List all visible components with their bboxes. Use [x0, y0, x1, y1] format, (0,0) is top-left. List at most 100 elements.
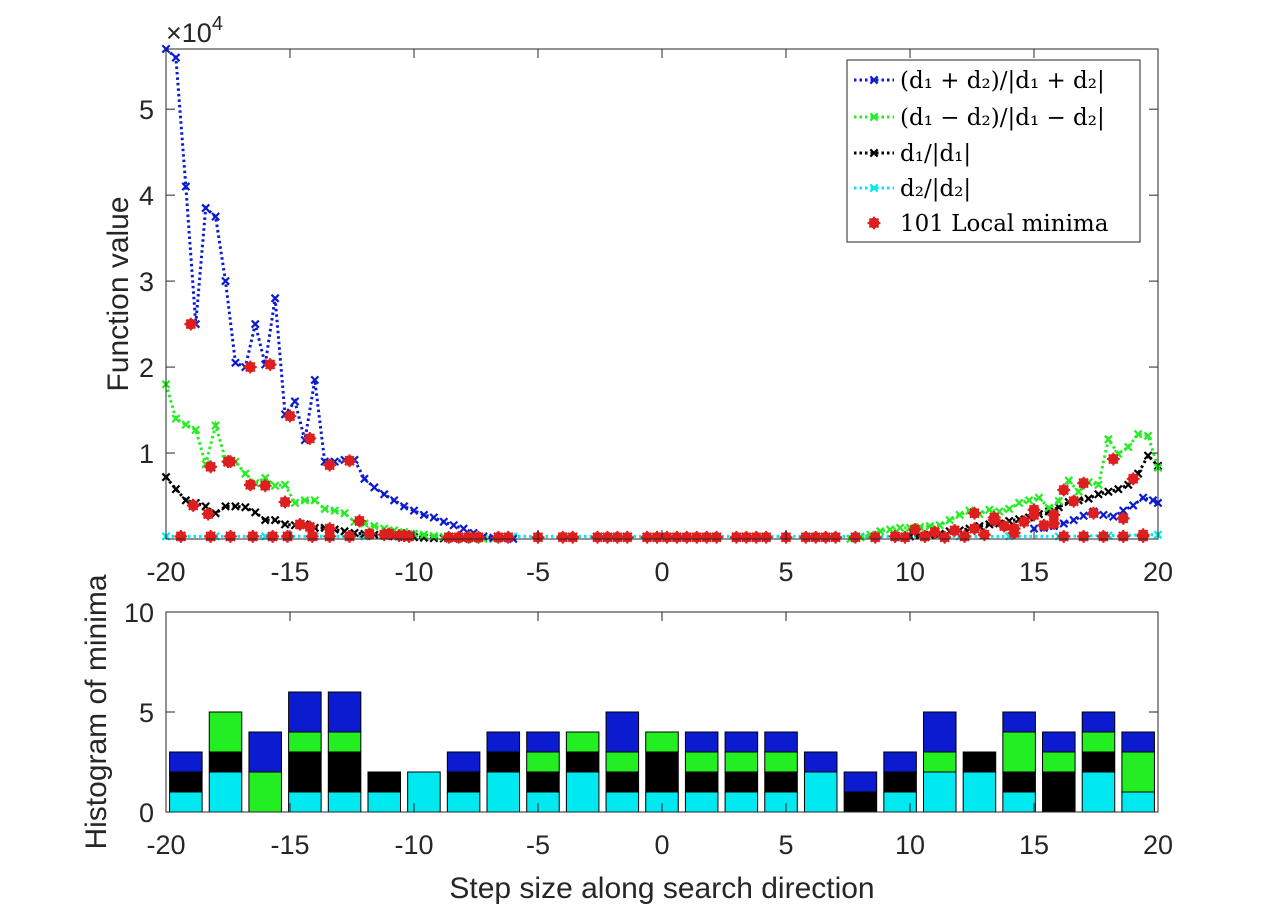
bar-d2 [962, 771, 997, 813]
legend-entry: 101 Local minima [867, 211, 1109, 237]
series-sum-normalized-point [409, 506, 419, 516]
series-sum-normalized-point [221, 276, 230, 286]
local-minimum-marker [1136, 530, 1150, 543]
local-minimum-marker [556, 530, 570, 544]
series-d1-normalized-point [231, 501, 240, 511]
local-minimum-marker [690, 530, 704, 544]
bar-d1 [605, 771, 640, 793]
bottom-x-ticks: -20 -15 -10 -5 0 5 10 15 20 [146, 612, 1173, 860]
x-tick-label: -5 [526, 830, 550, 860]
local-minimum-marker [898, 530, 912, 544]
x-tick-label: 5 [778, 557, 793, 587]
bar-d1 [288, 751, 322, 793]
local-minimum-marker [1116, 530, 1130, 543]
series-d1-normalized-point [1094, 489, 1103, 499]
local-minimum-marker [680, 530, 694, 544]
series-diff-normalized-point [240, 469, 250, 479]
series-sum-normalized-point [379, 489, 389, 499]
bar-sum [883, 751, 917, 773]
legend-marker-swatch [869, 183, 879, 193]
local-minimum-marker [491, 530, 505, 544]
x-tick-label: 15 [1019, 557, 1049, 587]
series-sum-normalized-point [459, 524, 468, 534]
local-minimum-marker [323, 458, 337, 472]
series-diff-normalized-point [369, 521, 379, 531]
series-d1-normalized-point [171, 484, 181, 494]
series-sum-normalized-point [171, 53, 181, 62]
series-sum-normalized-point [181, 182, 191, 191]
series-sum-normalized-point [1099, 510, 1108, 520]
x-tick-label: -15 [270, 557, 309, 587]
series-sum-normalized-point [449, 520, 459, 530]
bar-d1 [169, 771, 203, 793]
local-minimum-marker [819, 530, 833, 544]
local-minimum-marker [1077, 476, 1090, 490]
local-minimum-marker [938, 530, 952, 544]
series-diff-normalized-point [340, 508, 349, 518]
local-minimum-marker [224, 530, 237, 543]
bar-d1 [883, 771, 917, 793]
series-diff-normalized-point [270, 481, 280, 491]
legend-label: d₁/|d₁| [900, 141, 971, 167]
bar-d2 [169, 791, 203, 813]
bar-d1 [645, 751, 679, 793]
bar-d2 [684, 791, 719, 813]
legend-entry: d₁/|d₁| [854, 141, 971, 167]
bar-diff [1081, 731, 1116, 753]
bottom-y-axis-label: Histogram of minima [80, 574, 113, 849]
bottom-chart: -20 -15 -10 -5 0 5 10 15 20 0 5 10 Histogram of mi… [80, 574, 1173, 905]
x-tick-label: -10 [394, 557, 433, 587]
bar-diff [1002, 731, 1036, 773]
bar-diff [208, 711, 243, 753]
bar-sum [248, 731, 282, 773]
x-tick-label: 0 [654, 557, 669, 587]
local-minimum-marker [650, 530, 664, 544]
local-minimum-marker [281, 530, 294, 543]
legend-entry: (d₁ − d₂)/|d₁ − d₂| [854, 105, 1105, 131]
bar-d2 [565, 771, 600, 813]
local-minimum-marker [1027, 508, 1041, 522]
bar-d2 [526, 791, 560, 813]
bar-sum [724, 731, 759, 753]
x-tick-label: 10 [895, 557, 925, 587]
bar-diff [327, 731, 362, 753]
bar-sum [169, 751, 203, 773]
bar-sum [327, 691, 362, 733]
series-diff-normalized-point [1024, 495, 1034, 505]
bar-d2 [1121, 791, 1155, 813]
bar-diff [645, 731, 679, 753]
bar-d1 [526, 771, 560, 793]
x-tick-label: 20 [1143, 557, 1173, 587]
bar-d1 [764, 771, 798, 793]
local-minimum-marker [566, 530, 580, 544]
bar-d1 [684, 771, 719, 793]
series-diff-normalized-point [895, 523, 905, 533]
series-diff-normalized-point [1074, 487, 1084, 497]
x-tick-label: -20 [146, 830, 185, 860]
bar-sum [446, 751, 481, 773]
series-diff-normalized-point [945, 515, 955, 525]
bar-diff [605, 751, 640, 773]
bar-diff [764, 751, 798, 773]
x-tick-label: -10 [394, 830, 433, 860]
local-minimum-marker [303, 432, 317, 445]
local-minimum-marker [759, 530, 773, 544]
bar-d1 [327, 751, 362, 793]
y-tick-label: 5 [139, 698, 154, 728]
bar-d2 [486, 771, 521, 813]
bar-diff [1121, 751, 1155, 793]
series-sum-normalized-point [231, 358, 240, 368]
local-minimum-marker [382, 527, 396, 541]
y-tick-label: 10 [124, 598, 154, 628]
bar-d2 [883, 791, 917, 813]
series-diff-normalized-line [850, 432, 1160, 541]
bar-sum [843, 771, 878, 793]
series-d1-normalized-point [280, 520, 290, 529]
series-d1-normalized-point [260, 515, 270, 525]
series-sum-normalized-point [1128, 501, 1138, 510]
series-diff-normalized-point [1014, 498, 1024, 508]
series-sum-normalized-point [290, 397, 300, 406]
local-minimum-marker [928, 525, 942, 539]
local-minimum-marker [660, 530, 674, 544]
local-minimum-marker [201, 507, 215, 521]
